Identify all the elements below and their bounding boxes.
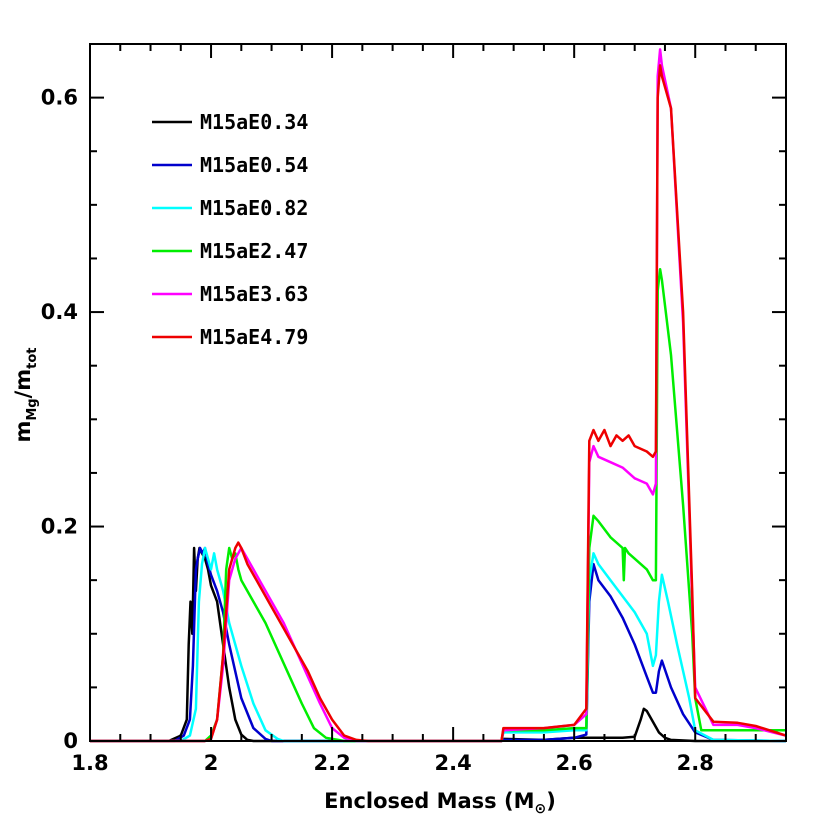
y-tick-label: 0.6 <box>41 86 78 110</box>
x-tick-label: 2.4 <box>435 751 472 775</box>
legend-label: M15aE2.47 <box>200 239 308 263</box>
y-axis-label-sub2: tot <box>25 347 40 368</box>
x-axis-label-symbol: ⊙ <box>534 801 546 817</box>
legend-item-M15aE0.34: M15aE0.34 <box>152 110 308 134</box>
series-line-M15aE0.82 <box>90 546 787 743</box>
legend-item-M15aE0.54: M15aE0.54 <box>152 153 308 177</box>
legend-label: M15aE4.79 <box>200 325 308 349</box>
x-tick-label: 2.2 <box>313 751 350 775</box>
x-tick-label: 2 <box>204 751 219 775</box>
y-axis-label: mMg/mtot <box>11 347 40 442</box>
legend-item-M15aE4.79: M15aE4.79 <box>152 325 308 349</box>
series-line-M15aE2.47 <box>90 267 786 743</box>
x-tick-label: 2.6 <box>556 751 593 775</box>
y-axis-label-main: m <box>11 421 35 443</box>
y-tick-label: 0.4 <box>41 300 78 324</box>
y-tick-label: 0 <box>63 729 78 753</box>
legend-item-M15aE3.63: M15aE3.63 <box>152 282 308 306</box>
legend-label: M15aE0.34 <box>200 110 308 134</box>
tick-labels-layer: 1.8 2 2.2 2.4 2.6 2.8 0 0.2 0.4 0.6 <box>41 86 714 775</box>
x-tick-label: 1.8 <box>71 751 108 775</box>
x-tick-label: 2.8 <box>677 751 714 775</box>
x-axis-label: Enclosed Mass (M⊙) <box>324 789 556 817</box>
x-axis-label-text: Enclosed Mass (M <box>324 789 534 813</box>
y-axis-label-sub: Mg <box>25 398 40 420</box>
legend-label: M15aE0.82 <box>200 196 308 220</box>
series-line-M15aE4.79 <box>90 64 787 743</box>
series-layer <box>90 48 787 743</box>
x-axis-label-close: ) <box>546 789 556 813</box>
legend-label: M15aE3.63 <box>200 282 308 306</box>
legend-item-M15aE2.47: M15aE2.47 <box>152 239 308 263</box>
series-line-M15aE0.34 <box>90 546 786 743</box>
y-tick-label: 0.2 <box>41 515 78 539</box>
legend-label: M15aE0.54 <box>200 153 308 177</box>
plot-frame <box>89 43 787 742</box>
legend-item-M15aE0.82: M15aE0.82 <box>152 196 308 220</box>
legend: M15aE0.34 M15aE0.54 M15aE0.82 M15aE2.47 M15a… <box>152 110 308 349</box>
y-axis-label-slash: /m <box>11 369 35 399</box>
